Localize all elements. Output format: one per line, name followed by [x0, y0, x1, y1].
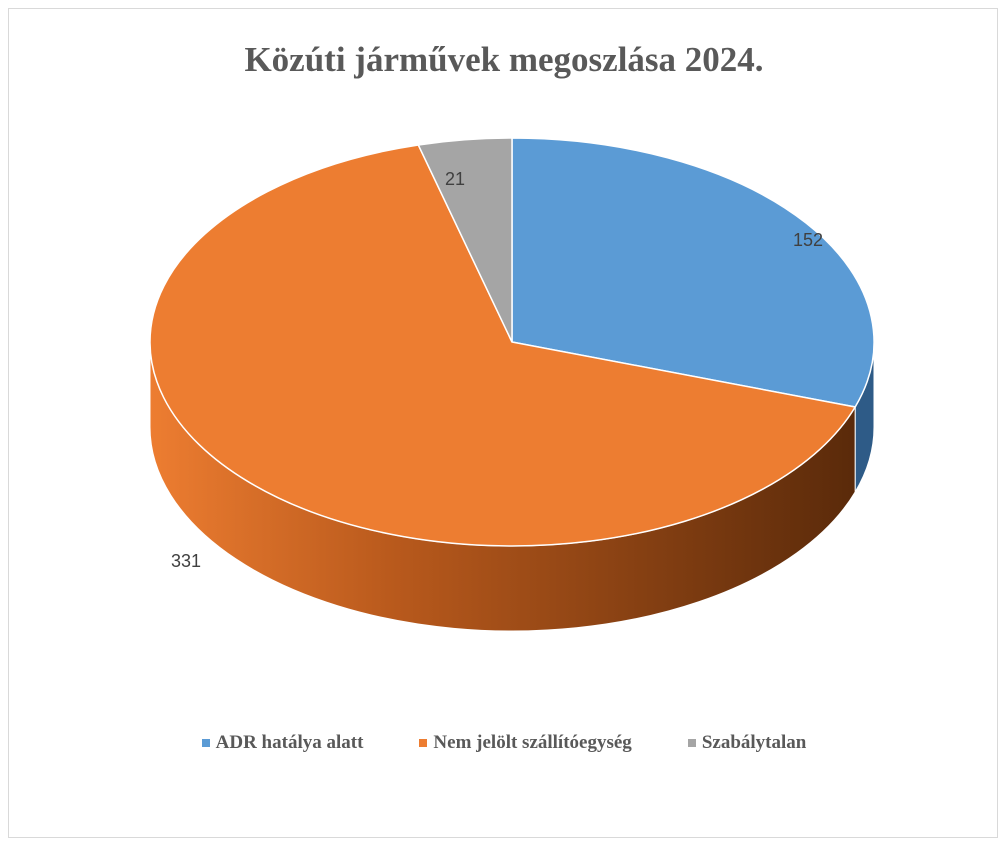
- legend-swatch-adr: [201, 739, 210, 747]
- pie-slice-szabalytalan[interactable]: [417, 137, 513, 343]
- legend-item-nem-jelolt[interactable]: Nem jelölt szállítóegység: [419, 732, 632, 754]
- legend-item-adr[interactable]: ADR hatálya alatt: [201, 732, 364, 754]
- legend-item-szabalytalan[interactable]: Szabálytalan: [687, 732, 807, 754]
- legend: ADR hatálya alatt Nem jelölt szállítóegy…: [0, 732, 1008, 754]
- legend-label-szabalytalan: Szabálytalan: [701, 732, 807, 753]
- legend-label-adr: ADR hatálya alatt: [215, 732, 364, 753]
- pie-slice-adr[interactable]: [511, 137, 875, 408]
- pie-slice-nem-jelolt[interactable]: [149, 144, 857, 547]
- legend-swatch-nem-jelolt: [419, 739, 428, 747]
- data-label-nem-jelolt: 331: [171, 551, 201, 571]
- legend-swatch-szabalytalan: [687, 739, 696, 747]
- legend-label-nem-jelolt: Nem jelölt szállítóegység: [433, 732, 632, 753]
- chart-title: Közúti járművek megoszlása 2024.: [244, 40, 764, 79]
- data-label-adr: 152: [793, 230, 823, 250]
- data-label-szabalytalan: 21: [445, 169, 465, 189]
